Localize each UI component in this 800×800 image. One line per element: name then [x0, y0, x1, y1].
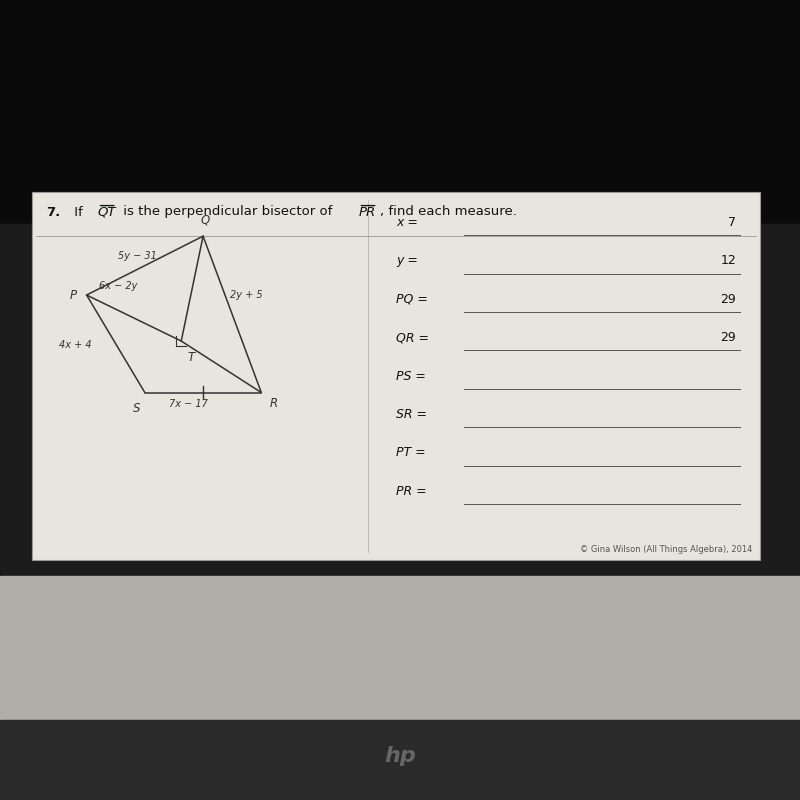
Text: PT =: PT =	[396, 446, 426, 459]
Text: QR =: QR =	[396, 331, 429, 344]
Text: T: T	[188, 350, 194, 364]
Bar	[0, 224, 800, 576]
Text: 7.: 7.	[46, 206, 61, 218]
Text: 6x − 2y: 6x − 2y	[98, 281, 137, 291]
Text: PR =: PR =	[396, 485, 426, 498]
Bar	[0, 576, 800, 720]
Text: 2y + 5: 2y + 5	[230, 290, 263, 300]
Text: S: S	[134, 402, 141, 415]
Bar	[32, 192, 760, 560]
Text: hp: hp	[384, 746, 416, 766]
Text: x =: x =	[396, 216, 418, 229]
Text: QT: QT	[98, 206, 116, 218]
Text: 7: 7	[728, 216, 736, 229]
Text: PQ =: PQ =	[396, 293, 428, 306]
Text: © Gina Wilson (All Things Algebra), 2014: © Gina Wilson (All Things Algebra), 2014	[580, 545, 752, 554]
Text: R: R	[270, 397, 278, 410]
Text: PS =: PS =	[396, 370, 426, 382]
Text: 29: 29	[720, 331, 736, 344]
Text: 7x − 17: 7x − 17	[169, 398, 208, 409]
Bar	[0, 0, 800, 224]
Text: 29: 29	[720, 293, 736, 306]
Text: , find each measure.: , find each measure.	[380, 206, 517, 218]
Text: Q: Q	[200, 214, 210, 226]
Text: 4x + 4: 4x + 4	[59, 340, 92, 350]
Text: P: P	[70, 289, 77, 302]
Text: PR: PR	[358, 206, 376, 218]
Text: y =: y =	[396, 254, 418, 267]
Text: is the perpendicular bisector of: is the perpendicular bisector of	[119, 206, 337, 218]
Text: 12: 12	[720, 254, 736, 267]
Text: 5y − 31: 5y − 31	[118, 251, 157, 262]
Text: If: If	[70, 206, 87, 218]
Text: SR =: SR =	[396, 408, 427, 421]
Bar	[0, 720, 800, 800]
